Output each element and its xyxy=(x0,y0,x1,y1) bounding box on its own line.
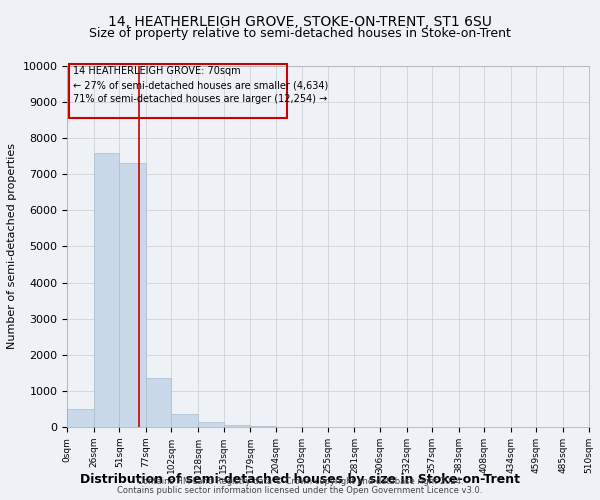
Bar xyxy=(146,378,172,427)
Text: Contains public sector information licensed under the Open Government Licence v3: Contains public sector information licen… xyxy=(118,486,482,495)
Text: 14 HEATHERLEIGH GROVE: 70sqm: 14 HEATHERLEIGH GROVE: 70sqm xyxy=(73,66,241,76)
Bar xyxy=(67,409,94,427)
Bar xyxy=(94,152,119,427)
Bar xyxy=(172,414,198,427)
Text: 14, HEATHERLEIGH GROVE, STOKE-ON-TRENT, ST1 6SU: 14, HEATHERLEIGH GROVE, STOKE-ON-TRENT, … xyxy=(108,15,492,29)
Text: 71% of semi-detached houses are larger (12,254) →: 71% of semi-detached houses are larger (… xyxy=(73,94,328,104)
Bar xyxy=(224,425,250,427)
Bar xyxy=(250,426,276,427)
Bar xyxy=(69,64,287,118)
Text: Distribution of semi-detached houses by size in Stoke-on-Trent: Distribution of semi-detached houses by … xyxy=(80,472,520,486)
Text: Size of property relative to semi-detached houses in Stoke-on-Trent: Size of property relative to semi-detach… xyxy=(89,28,511,40)
Bar xyxy=(119,164,146,427)
Text: ← 27% of semi-detached houses are smaller (4,634): ← 27% of semi-detached houses are smalle… xyxy=(73,80,329,90)
Text: Contains HM Land Registry data © Crown copyright and database right 2024.: Contains HM Land Registry data © Crown c… xyxy=(137,477,463,486)
Bar xyxy=(198,422,224,427)
Y-axis label: Number of semi-detached properties: Number of semi-detached properties xyxy=(7,144,17,350)
